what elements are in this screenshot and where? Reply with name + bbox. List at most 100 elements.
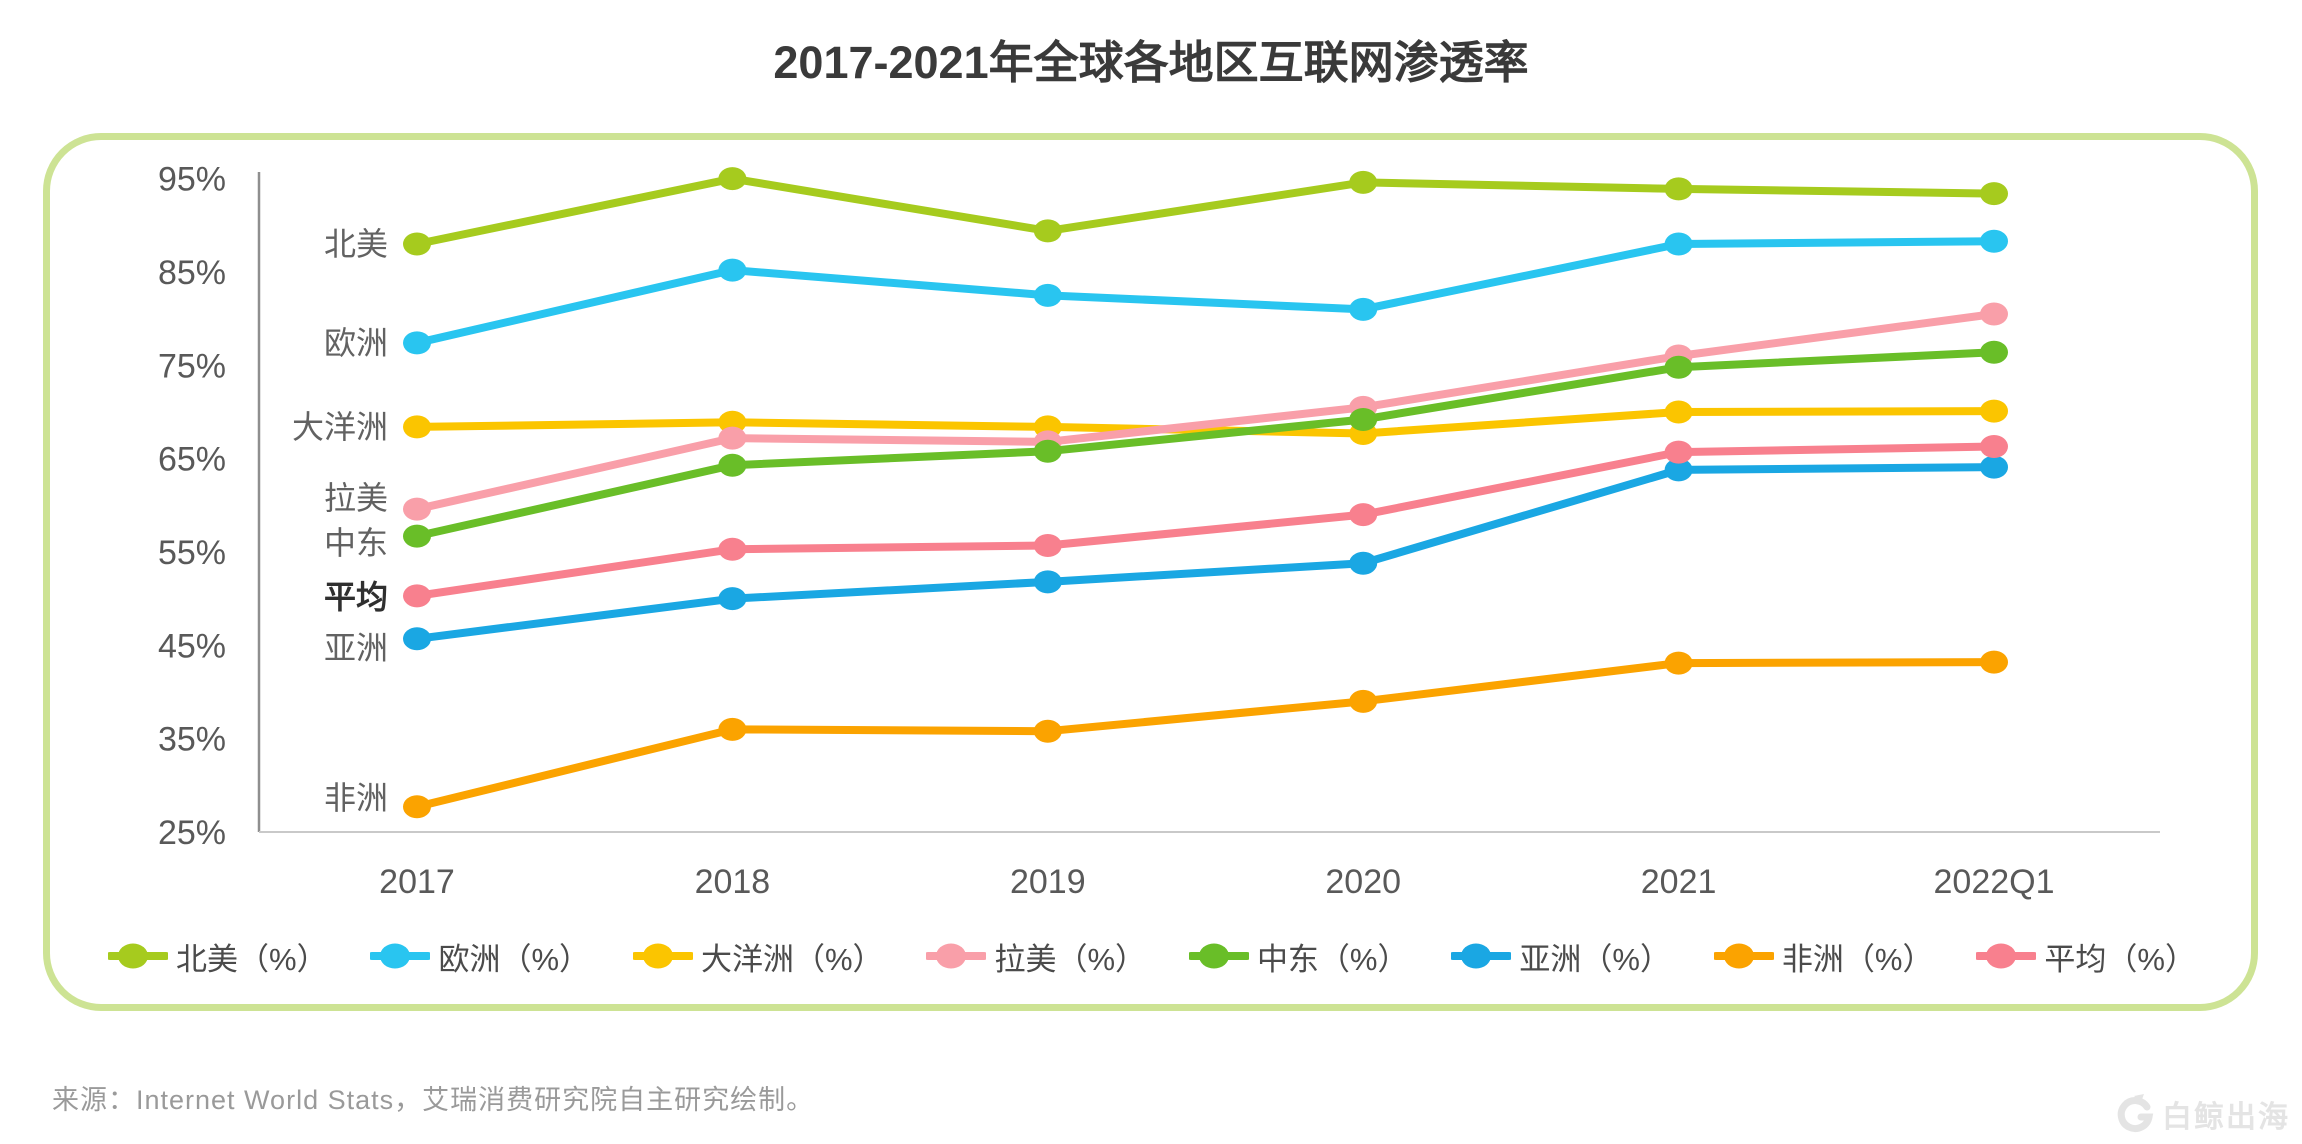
series-label-north_america: 北美: [324, 226, 388, 262]
legend-label-asia: 亚洲（%）: [1519, 941, 1671, 977]
series-label-latin_america: 拉美: [324, 480, 388, 516]
legend-marker-europe-icon: [370, 943, 431, 969]
chart-title: 2017-2021年全球各地区互联网渗透率: [773, 37, 1529, 88]
baijing-whale-logo-icon: [2117, 1094, 2154, 1133]
data-point-asia-2018: [718, 587, 747, 611]
data-point-north_america-2018: [718, 167, 747, 191]
chart-legend: 北美（%） 欧洲（%） 大洋洲（%） 拉美（%） 中东（%） 亚洲（%） 非洲（%） 平均（%…: [108, 932, 2196, 980]
data-point-asia-2019: [1033, 570, 1062, 594]
data-point-middle_east-2021: [1664, 355, 1693, 379]
series-line-middle_east: [413, 348, 1998, 541]
series-line-africa: [413, 658, 1998, 811]
data-point-africa-2021: [1664, 651, 1693, 675]
legend-label-oceania: 大洋洲（%）: [700, 941, 884, 977]
series-label-europe: 欧洲: [324, 325, 388, 361]
series-line-asia: [413, 463, 1998, 643]
y-tick-label: 65%: [158, 441, 226, 479]
series-label-oceania: 大洋洲: [292, 409, 388, 445]
data-point-europe-2017: [403, 331, 431, 355]
series-label-africa: 非洲: [324, 780, 388, 816]
watermark: 白鲸出海: [2114, 1092, 2290, 1136]
legend-label-latin_america: 拉美（%）: [994, 941, 1147, 977]
data-point-europe-2021: [1664, 232, 1693, 256]
data-point-latin_america-2017: [403, 497, 431, 521]
series-line-latin_america: [413, 310, 1998, 514]
y-tick-label: 55%: [158, 534, 226, 572]
series-label-middle_east: 中东: [324, 525, 388, 561]
data-point-europe-2018: [718, 258, 747, 282]
legend-item-asia: 亚洲（%）: [1451, 934, 1671, 979]
data-point-asia-2017: [403, 627, 431, 651]
legend-marker-north_america-icon: [108, 943, 168, 969]
legend-label-europe: 欧洲（%）: [438, 941, 591, 977]
legend-item-africa: 非洲（%）: [1713, 934, 1934, 979]
series-line-europe: [413, 237, 1998, 347]
x-tick-label: 2020: [1325, 863, 1401, 901]
legend-item-oceania: 大洋洲（%）: [632, 934, 884, 979]
x-tick-label: 2019: [1010, 863, 1086, 901]
y-tick-label: 75%: [158, 347, 226, 385]
data-point-oceania-2017: [403, 415, 431, 439]
series-line-north_america: [413, 174, 1998, 249]
x-tick-label: 2021: [1641, 863, 1717, 901]
data-point-average-2021: [1664, 440, 1693, 464]
legend-item-north_america: 北美（%）: [108, 934, 328, 979]
y-tick-label: 95%: [158, 161, 226, 199]
legend-item-middle_east: 中东（%）: [1188, 934, 1409, 979]
data-point-north_america-2019: [1033, 219, 1062, 243]
legend-marker-average-icon: [1976, 943, 2037, 969]
data-point-average-2017: [403, 584, 431, 608]
data-point-middle_east-2017: [403, 524, 431, 548]
legend-label-north_america: 北美（%）: [176, 941, 328, 977]
legend-marker-oceania-icon: [632, 943, 693, 969]
data-point-europe-2022Q1: [1980, 229, 2008, 253]
legend-label-middle_east: 中东（%）: [1256, 941, 1409, 977]
data-point-middle_east-2018: [718, 453, 747, 477]
data-point-africa-2022Q1: [1980, 650, 2008, 674]
data-point-africa-2018: [718, 717, 747, 741]
legend-marker-africa-icon: [1713, 943, 1774, 969]
data-point-north_america-2021: [1664, 177, 1693, 201]
data-point-oceania-2022Q1: [1980, 399, 2008, 423]
data-point-asia-2021: [1664, 458, 1693, 482]
data-point-latin_america-2018: [718, 426, 747, 450]
legend-item-average: 平均（%）: [1976, 934, 2196, 979]
y-tick-label: 35%: [158, 721, 226, 759]
data-point-africa-2019: [1033, 719, 1062, 743]
y-tick-label: 45%: [158, 627, 226, 665]
data-point-north_america-2017: [403, 232, 431, 256]
x-tick-label: 2022Q1: [1934, 863, 2055, 901]
x-tick-label: 2018: [695, 863, 771, 901]
legend-marker-middle_east-icon: [1188, 943, 1249, 969]
legend-item-europe: 欧洲（%）: [370, 934, 590, 979]
source-note: 来源：Internet World Stats，艾瑞消费研究院自主研究绘制。: [52, 1085, 815, 1115]
legend-label-africa: 非洲（%）: [1781, 941, 1934, 977]
data-point-africa-2017: [403, 795, 431, 819]
series-label-asia: 亚洲: [324, 630, 388, 666]
data-point-average-2022Q1: [1980, 435, 2008, 459]
data-point-oceania-2021: [1664, 400, 1693, 424]
series-label-average: 平均: [324, 579, 388, 615]
legend-label-average: 平均（%）: [2044, 941, 2196, 977]
data-point-europe-2019: [1033, 283, 1062, 307]
series-line-average: [413, 442, 1998, 600]
data-point-africa-2020: [1349, 689, 1378, 713]
data-point-middle_east-2019: [1033, 439, 1062, 463]
data-point-europe-2020: [1349, 297, 1378, 321]
data-point-average-2019: [1033, 533, 1062, 557]
data-point-north_america-2020: [1349, 170, 1378, 194]
watermark-text: 白鲸出海: [2162, 1101, 2290, 1134]
series-line-oceania: [413, 407, 1998, 438]
data-point-north_america-2022Q1: [1980, 182, 2008, 206]
data-point-average-2018: [718, 537, 747, 561]
data-point-latin_america-2022Q1: [1980, 302, 2008, 326]
legend-item-latin_america: 拉美（%）: [926, 934, 1146, 979]
x-tick-label: 2017: [379, 863, 455, 901]
y-tick-label: 25%: [158, 814, 226, 852]
legend-marker-latin_america-icon: [926, 943, 987, 969]
data-point-asia-2020: [1349, 551, 1378, 575]
data-point-oceania-2018: [718, 410, 747, 434]
legend-marker-asia-icon: [1451, 943, 1512, 969]
data-point-middle_east-2022Q1: [1980, 340, 2008, 364]
y-tick-label: 85%: [158, 254, 226, 292]
